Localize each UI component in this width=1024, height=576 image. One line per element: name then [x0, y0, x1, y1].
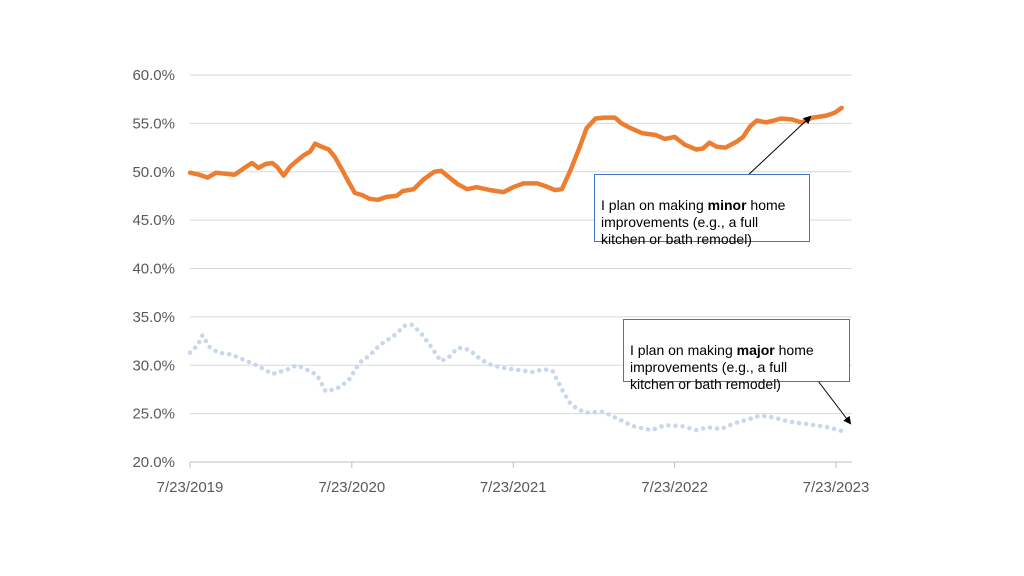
series-minor-line: [187, 105, 844, 203]
y-tick-label: 55.0%: [132, 115, 175, 132]
minor-callout-post: home: [746, 197, 786, 213]
x-tick-label: 7/23/2020: [318, 479, 385, 496]
minor-improvements-callout: I plan on making minor home improvements …: [594, 174, 810, 247]
x-tick-label: 7/23/2019: [157, 479, 224, 496]
minor-callout-bold: minor: [707, 197, 747, 213]
x-tick-label: 7/23/2021: [480, 479, 547, 496]
y-tick-label: 25.0%: [132, 406, 175, 423]
major-callout-arrow: [817, 380, 852, 425]
major-callout-bold: major: [736, 342, 775, 358]
y-tick-label: 40.0%: [132, 261, 175, 278]
minor-callout-rest: improvements (e.g., a full kitchen or ba…: [601, 214, 759, 247]
y-tick-label: 60.0%: [132, 67, 175, 84]
x-tick-label: 7/23/2023: [803, 479, 870, 496]
major-callout-rest: improvements (e.g., a full kitchen or ba…: [630, 359, 788, 392]
series-major-line: [187, 322, 844, 434]
major-callout-pre: I plan on making: [630, 342, 737, 358]
minor-callout-arrow: [744, 115, 812, 179]
series-group: [187, 105, 844, 434]
x-tick-label: 7/23/2022: [641, 479, 708, 496]
y-axis-ticks: 20.0% 25.0% 30.0% 35.0% 40.0% 45.0% 50.0% 55.0%…: [132, 67, 175, 471]
major-callout-post: home: [774, 342, 814, 358]
callout-arrows: [744, 115, 852, 425]
y-tick-label: 35.0%: [132, 309, 175, 326]
minor-callout-pre: I plan on making: [601, 197, 708, 213]
y-tick-label: 30.0%: [132, 357, 175, 374]
y-tick-label: 45.0%: [132, 212, 175, 229]
y-tick-label: 50.0%: [132, 164, 175, 181]
y-tick-label: 20.0%: [132, 454, 175, 471]
major-improvements-callout: I plan on making major home improvements …: [623, 319, 850, 392]
x-axis: 7/23/2019 7/23/2020 7/23/2021 7/23/2022 7/23…: [157, 461, 870, 496]
